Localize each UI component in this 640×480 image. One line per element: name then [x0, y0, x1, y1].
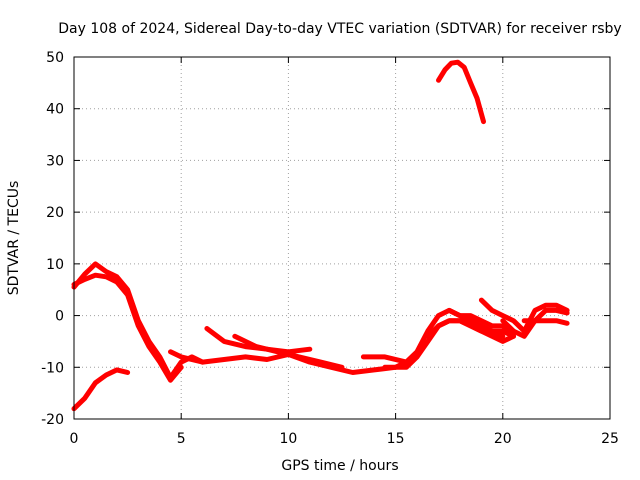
x-tick-label: 10 [279, 431, 297, 447]
series-track-i [425, 318, 516, 344]
series-track-n [436, 59, 486, 125]
y-tick-label: 50 [46, 50, 64, 66]
series-layer [71, 59, 570, 412]
grid-lines [74, 57, 610, 419]
series-track-k [478, 297, 570, 334]
plot-frame [73, 56, 611, 420]
chart-title: Day 108 of 2024, Sidereal Day-to-day VTE… [58, 21, 621, 37]
x-tick-label: 25 [601, 431, 619, 447]
y-tick-label: 30 [46, 153, 64, 169]
x-tick-label: 15 [387, 431, 405, 447]
axis-ticks: 0 5 10 15 20 25 -20 -10 0 10 20 30 40 50 [41, 50, 619, 447]
series-track-c [71, 367, 131, 412]
x-tick-label: 20 [494, 431, 512, 447]
series-track-m [521, 318, 570, 326]
x-tick-label: 0 [70, 431, 79, 447]
x-tick-label: 5 [177, 431, 186, 447]
series-track-j [446, 307, 506, 339]
x-axis-label: GPS time / hours [281, 458, 398, 474]
y-tick-label: 20 [46, 205, 64, 221]
y-tick-label: 0 [55, 309, 64, 325]
series-track-f [232, 333, 345, 370]
y-tick-label: 40 [46, 102, 64, 118]
y-tick-label: -10 [41, 360, 64, 376]
y-axis-label: SDTVAR / TECUs [6, 181, 22, 296]
y-tick-label: -20 [41, 412, 64, 428]
y-tick-label: 10 [46, 257, 64, 273]
series-track-b [71, 272, 184, 383]
